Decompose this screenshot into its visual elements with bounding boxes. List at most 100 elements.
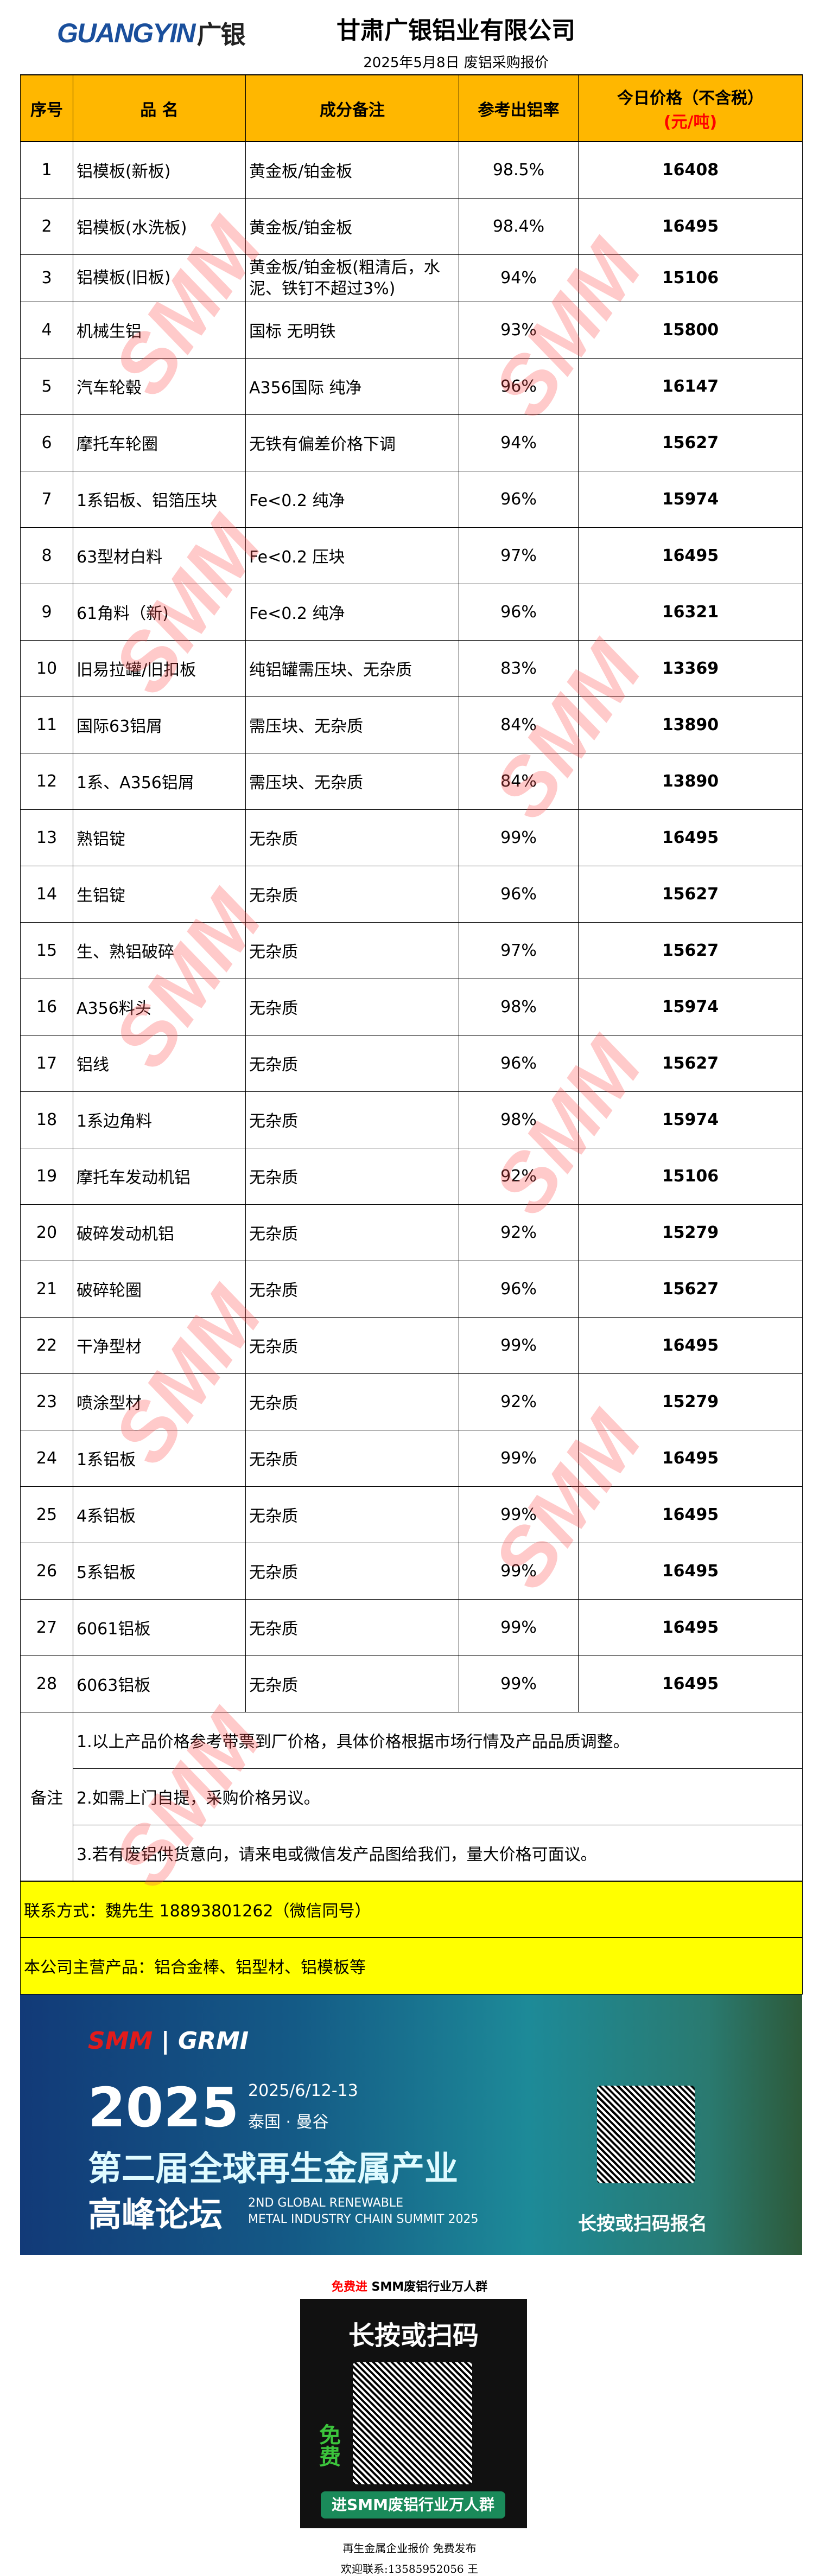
- item-name: 生、熟铝破碎: [73, 922, 246, 979]
- row-number: 6: [20, 414, 73, 471]
- item-price: 15974: [578, 470, 803, 528]
- banner-place: 泰国 · 曼谷: [248, 2113, 329, 2132]
- item-price: 15800: [578, 301, 803, 359]
- row-number: 5: [20, 357, 73, 415]
- item-price: 15974: [578, 978, 803, 1035]
- item-price: 15627: [578, 1034, 803, 1092]
- item-price: 16321: [578, 583, 803, 641]
- row-number: 24: [20, 1429, 73, 1487]
- table-row: 6 摩托车轮圈 无铁有偏差价格下调 94% 15627: [20, 414, 803, 471]
- item-price: 15627: [578, 922, 803, 979]
- table-row: 8 63型材白料 Fe<0.2 压块 97% 16495: [20, 527, 803, 584]
- remark-1: 1.以上产品价格参考带票到厂价格，具体价格根据市场行情及产品品质调整。: [73, 1711, 803, 1769]
- table-row: 14 生铝锭 无杂质 96% 15627: [20, 865, 803, 923]
- row-number: 23: [20, 1373, 73, 1430]
- banner-headline-2: 高峰论坛: [88, 2195, 223, 2234]
- table-row: 10 旧易拉罐/旧扣板 纯铝罐需压块、无杂质 83% 13369: [20, 640, 803, 697]
- item-price: 16495: [578, 1486, 803, 1543]
- item-price: 16495: [578, 197, 803, 255]
- poster-free: 免费: [315, 2424, 340, 2467]
- item-name: 破碎发动机铝: [73, 1204, 246, 1261]
- summit-banner[interactable]: SMM | GRMI 2025 2025/6/12-13 泰国 · 曼谷 第二届…: [20, 1995, 802, 2255]
- item-name: 铝线: [73, 1034, 246, 1092]
- item-rate: 99%: [459, 809, 579, 866]
- row-number: 14: [20, 865, 73, 923]
- banner-logos: SMM | GRMI: [88, 2027, 249, 2055]
- item-price: 16495: [578, 1542, 803, 1600]
- contact-info: 联系方式：魏先生 18893801262（微信同号）: [20, 1881, 803, 1938]
- item-rate: 96%: [459, 1034, 579, 1092]
- item-price: 15627: [578, 1260, 803, 1318]
- row-number: 12: [20, 752, 73, 810]
- item-rate: 99%: [459, 1316, 579, 1374]
- item-price: 16408: [578, 141, 803, 199]
- item-spec: 无杂质: [245, 865, 459, 923]
- item-rate: 84%: [459, 696, 579, 753]
- item-spec: 无杂质: [245, 1655, 459, 1712]
- logo-cn: 广银: [196, 21, 245, 49]
- row-number: 17: [20, 1034, 73, 1092]
- table-row: 26 5系铝板 无杂质 99% 16495: [20, 1542, 803, 1600]
- item-name: 破碎轮圈: [73, 1260, 246, 1318]
- qr-code-icon[interactable]: [353, 2362, 472, 2484]
- item-spec: 需压块、无杂质: [245, 696, 459, 753]
- table-row: 4 机械生铝 国标 无明铁 93% 15800: [20, 301, 803, 359]
- item-rate: 96%: [459, 865, 579, 923]
- banner-english: 2ND GLOBAL RENEWABLE METAL INDUSTRY CHAIN…: [248, 2195, 478, 2227]
- qr-code-icon[interactable]: [597, 2086, 695, 2183]
- banner-cta: 长按或扫码报名: [578, 2213, 707, 2235]
- item-price: 15106: [578, 254, 803, 302]
- item-price: 16495: [578, 1316, 803, 1374]
- table-row: 20 破碎发动机铝 无杂质 92% 15279: [20, 1204, 803, 1261]
- row-number: 10: [20, 640, 73, 697]
- table-header: 序号 品 名 成分备注 参考出铝率 今日价格（不含税） (元/吨): [20, 74, 803, 142]
- item-rate: 98%: [459, 1091, 579, 1148]
- table-row: 21 破碎轮圈 无杂质 96% 15627: [20, 1260, 803, 1318]
- item-name: 国际63铝屑: [73, 696, 246, 753]
- item-rate: 97%: [459, 527, 579, 584]
- item-name: 摩托车发动机铝: [73, 1147, 246, 1205]
- logo-text: GUANGYIN: [57, 18, 195, 48]
- table-row: 17 铝线 无杂质 96% 15627: [20, 1034, 803, 1092]
- join-group-button[interactable]: 进SMM废铝行业万人群: [321, 2491, 505, 2519]
- banner-en-2: METAL INDUSTRY CHAIN SUMMIT 2025: [248, 2212, 479, 2226]
- row-number: 27: [20, 1599, 73, 1656]
- price-header: 今日价格（不含税）: [617, 88, 764, 108]
- item-name: 喷涂型材: [73, 1373, 246, 1430]
- item-spec: 无铁有偏差价格下调: [245, 414, 459, 471]
- item-name: 铝模板(水洗板): [73, 197, 246, 255]
- remark-3: 3.若有废铝供货意向，请来电或微信发产品图给我们，量大价格可面议。: [73, 1824, 803, 1882]
- item-name: 熟铝锭: [73, 809, 246, 866]
- item-spec: 无杂质: [245, 1316, 459, 1374]
- item-rate: 98.5%: [459, 141, 579, 199]
- poster-heading: 长按或扫码: [348, 2321, 479, 2351]
- item-rate: 99%: [459, 1486, 579, 1543]
- item-rate: 84%: [459, 752, 579, 810]
- item-spec: 纯铝罐需压块、无杂质: [245, 640, 459, 697]
- banner-en-1: 2ND GLOBAL RENEWABLE: [248, 2196, 404, 2210]
- row-number: 11: [20, 696, 73, 753]
- page-title: 甘肃广银铝业有限公司: [337, 17, 575, 44]
- table-row: 9 61角料（新) Fe<0.2 纯净 96% 16321: [20, 583, 803, 641]
- item-name: 1系、A356铝屑: [73, 752, 246, 810]
- row-number: 19: [20, 1147, 73, 1205]
- item-name: 4系铝板: [73, 1486, 246, 1543]
- item-price: 16495: [578, 1429, 803, 1487]
- row-number: 15: [20, 922, 73, 979]
- item-name: 1系铝板: [73, 1429, 246, 1487]
- item-price: 16495: [578, 1655, 803, 1712]
- row-number: 8: [20, 527, 73, 584]
- item-name: 汽车轮毂: [73, 357, 246, 415]
- item-rate: 83%: [459, 640, 579, 697]
- remark-row: 备注 1.以上产品价格参考带票到厂价格，具体价格根据市场行情及产品品质调整。: [20, 1711, 803, 1882]
- item-name: 61角料（新): [73, 583, 246, 641]
- item-rate: 96%: [459, 583, 579, 641]
- row-number: 20: [20, 1204, 73, 1261]
- remark-2: 2.如需上门自提，采购价格另议。: [73, 1768, 803, 1825]
- item-rate: 92%: [459, 1373, 579, 1430]
- banner-date: 2025/6/12-13: [248, 2081, 358, 2100]
- row-number: 26: [20, 1542, 73, 1600]
- group-qr-poster[interactable]: 长按或扫码 免费 进SMM废铝行业万人群: [300, 2299, 527, 2528]
- item-spec: 无杂质: [245, 1091, 459, 1148]
- item-rate: 94%: [459, 254, 579, 302]
